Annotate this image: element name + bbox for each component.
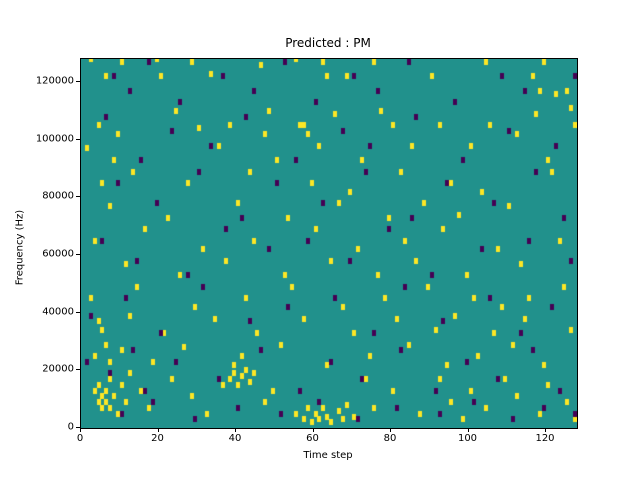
y-tick-label: 60000 [42,248,74,260]
y-tick-label: 40000 [42,306,74,318]
y-tick-mark [76,81,80,83]
x-tick-mark [80,428,81,432]
y-tick-label: 120000 [35,75,74,87]
y-tick-label: 100000 [35,133,74,145]
y-axis-label: Frequency (Hz) [14,209,26,286]
x-tick-mark [157,428,159,432]
x-axis-label: Time step [303,450,353,461]
x-tick-label: 20 [151,433,164,444]
y-tick-mark [76,138,80,140]
x-tick-label: 0 [76,433,84,444]
y-tick-mark [76,311,80,313]
y-tick-mark [76,196,80,198]
y-tick-mark [76,254,80,256]
x-tick-label: 80 [383,433,397,444]
x-tick-label: 120 [535,433,555,444]
plot-area [80,58,578,429]
x-tick-mark [545,428,546,432]
x-tick-label: 60 [306,433,319,444]
x-tick-mark [390,428,391,432]
x-tick-mark [467,428,469,432]
y-tick-mark [76,369,80,371]
heatmap-canvas [81,59,577,428]
y-tick-label: 80000 [42,190,74,202]
x-tick-mark [235,428,236,432]
x-tick-mark [312,428,314,432]
x-tick-label: 40 [228,433,242,444]
y-tick-label: 0 [67,421,74,433]
plot-title: Predicted : PM [285,36,371,50]
y-tick-mark [76,427,80,428]
x-tick-label: 100 [457,433,478,444]
y-tick-label: 20000 [42,363,74,375]
